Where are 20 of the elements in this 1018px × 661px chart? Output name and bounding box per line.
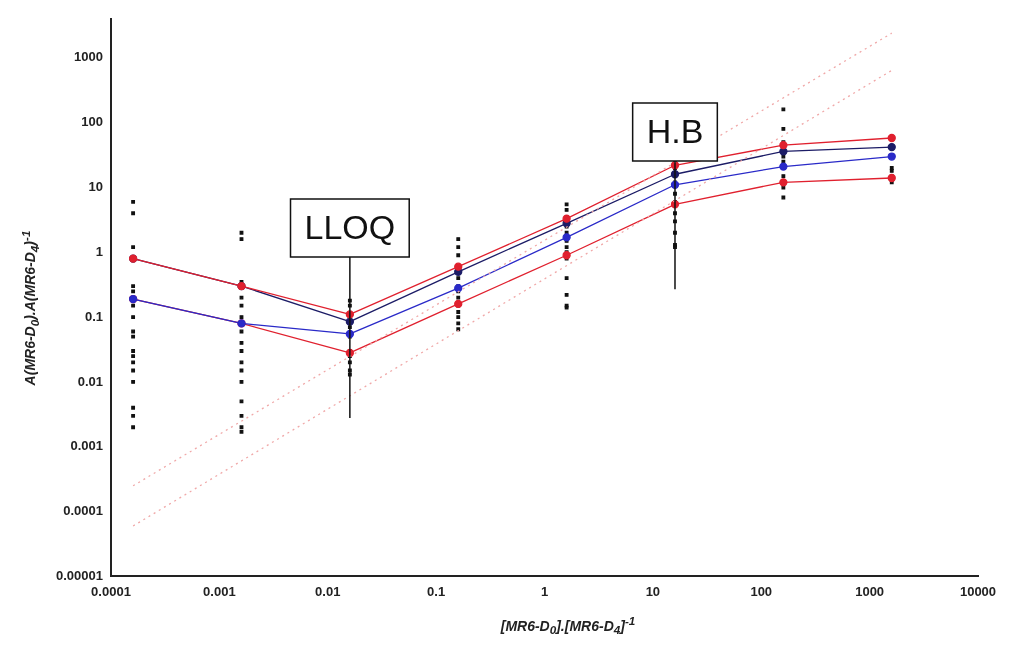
ref-line-label: H.B xyxy=(646,112,704,151)
x-tick-label: 0.01 xyxy=(315,583,341,599)
ref-line-label: LLOQ xyxy=(304,208,396,247)
y-tick-label: 0.0001 xyxy=(63,503,103,519)
y-tick-label: 10 xyxy=(88,179,103,195)
y-tick-label: 100 xyxy=(81,114,103,130)
y-tick-label: 0.00001 xyxy=(55,567,103,583)
x-tick-label: 1000 xyxy=(855,583,885,599)
y-tick-label: 1000 xyxy=(74,49,103,65)
x-tick-label: 0.001 xyxy=(203,583,236,599)
y-tick-label: 0.001 xyxy=(70,438,103,454)
y-tick-label: 0.01 xyxy=(77,373,103,389)
x-tick-label: 1 xyxy=(540,583,549,599)
y-tick-label: 1 xyxy=(95,243,103,259)
x-tick-label: 100 xyxy=(750,583,773,599)
x-tick-label: 0.1 xyxy=(427,583,446,599)
x-axis-title: [MR6-D$_{0}$].[MR6-D$_{4}$]$^{-1}$ xyxy=(500,614,636,637)
x-tick-label: 10 xyxy=(645,583,661,599)
x-tick-label: 10000 xyxy=(959,583,997,599)
y-tick-label: 0.1 xyxy=(84,308,103,324)
